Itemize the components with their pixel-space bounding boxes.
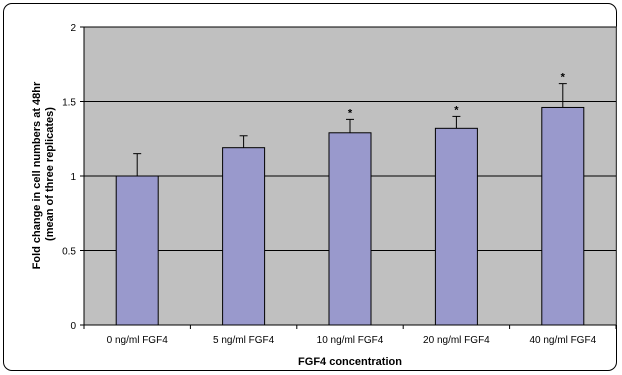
bar [222,147,266,326]
bar [115,175,159,326]
x-tick-label: 20 ng/ml FGF4 [423,335,490,346]
x-axis-ticks: 0 ng/ml FGF4 5 ng/ml FGF4 10 ng/ml FGF4 20 … [83,325,617,346]
significance-marker: * [348,107,353,119]
bars-group [115,106,585,326]
y-tick-label: 1.5 [62,98,76,109]
significance-marker: * [561,72,566,84]
y-axis-ticks: 0 0.5 1 1.5 2 [62,23,84,332]
y-tick-label: 0.5 [62,247,76,258]
y-axis-label: Fold change in cell numbers at 48hr (mea… [31,79,56,270]
significance-marker: * [454,104,459,116]
significance-markers: * * * [348,72,566,120]
x-tick-label: 5 ng/ml FGF4 [213,335,275,346]
bar [434,127,478,326]
bar [541,106,585,326]
x-axis-label: FGF4 concentration [298,356,402,368]
y-tick-label: 1 [70,172,76,183]
x-tick-label: 10 ng/ml FGF4 [317,335,384,346]
x-tick-label: 0 ng/ml FGF4 [107,335,169,346]
y-tick-label: 0 [70,321,76,332]
y-axis-label-line1: Fold change in cell numbers at 48hr [31,81,43,269]
y-tick-label: 2 [70,23,76,34]
x-tick-label: 40 ng/ml FGF4 [529,335,596,346]
error-bars-group [133,83,567,176]
y-axis-label-line2: (mean of three replicates) [44,107,56,241]
bar [328,132,372,326]
